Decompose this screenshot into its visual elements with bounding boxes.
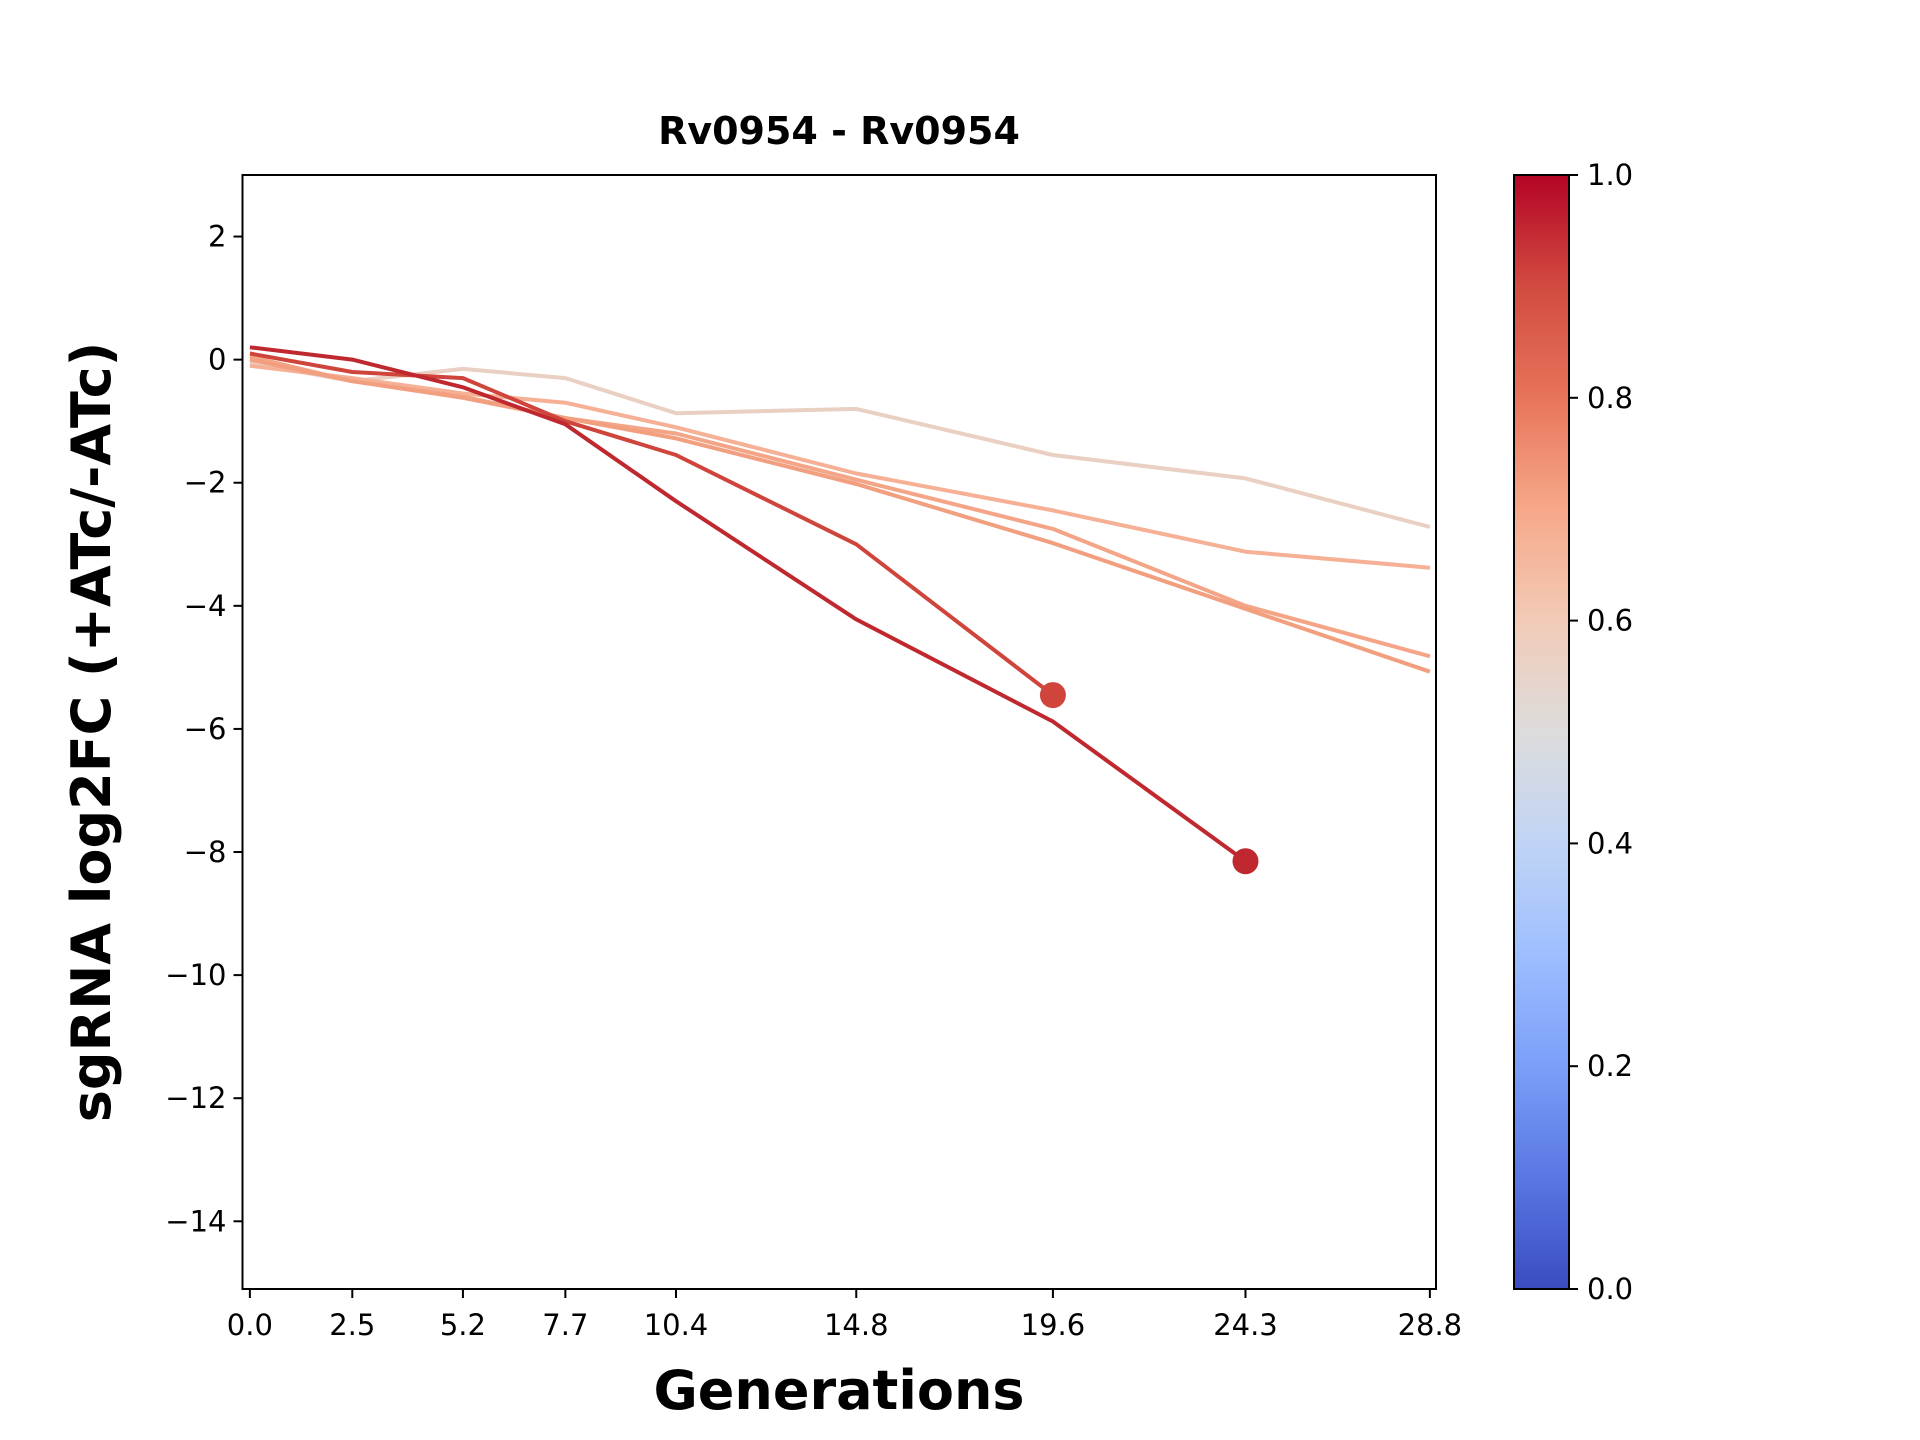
series-line-5 bbox=[249, 351, 1055, 697]
chart-title: Rv0954 - Rv0954 bbox=[658, 109, 1020, 153]
colorbar-tick-label: 0.4 bbox=[1587, 826, 1633, 860]
x-tick-label: 19.6 bbox=[1021, 1308, 1086, 1342]
x-axis-label: Generations bbox=[653, 1359, 1024, 1422]
x-tick-label: 24.3 bbox=[1213, 1308, 1278, 1342]
series-line-2 bbox=[249, 363, 1431, 570]
y-tick-label: −4 bbox=[184, 589, 227, 623]
x-tick-label: 28.8 bbox=[1398, 1308, 1463, 1342]
series-line-1 bbox=[249, 360, 1431, 529]
colorbar-tick-label: 0.6 bbox=[1587, 604, 1633, 638]
series-line-4 bbox=[249, 357, 1431, 674]
axes-frame bbox=[241, 174, 1437, 1290]
series-end-marker-5 bbox=[1039, 682, 1066, 709]
x-tick-label: 14.8 bbox=[824, 1308, 889, 1342]
x-tick-label: 5.2 bbox=[440, 1308, 486, 1342]
y-tick-label: −10 bbox=[165, 958, 226, 992]
colorbar-tick-label: 1.0 bbox=[1587, 158, 1633, 192]
y-axis-label: sgRNA log2FC (+ATc/-ATc) bbox=[60, 342, 123, 1123]
x-tick-label: 2.5 bbox=[329, 1308, 375, 1342]
x-tick-label: 0.0 bbox=[227, 1308, 273, 1342]
y-tick-label: −12 bbox=[165, 1081, 226, 1115]
x-tick-label: 10.4 bbox=[644, 1308, 709, 1342]
y-tick-label: −6 bbox=[184, 712, 227, 746]
x-axis: 0.0 2.5 5.2 7.7 10.4 14.8 19.6 24.3 28.8 bbox=[227, 1289, 1462, 1342]
y-tick-label: 2 bbox=[208, 220, 226, 254]
series-line-6 bbox=[249, 345, 1247, 863]
y-axis: 2 0 −2 −4 −6 −8 −10 −12 −14 bbox=[165, 220, 243, 1238]
series-end-marker-6 bbox=[1232, 848, 1259, 875]
colorbar: 0.0 0.2 0.4 0.6 0.8 1.0 bbox=[1513, 158, 1633, 1306]
y-tick-label: −2 bbox=[184, 466, 227, 500]
colorbar-tick-label: 0.2 bbox=[1587, 1049, 1633, 1083]
y-tick-label: 0 bbox=[208, 343, 226, 377]
plot-area bbox=[249, 345, 1431, 875]
y-tick-label: −8 bbox=[184, 835, 227, 869]
colorbar-tick-label: 0.0 bbox=[1587, 1272, 1633, 1306]
colorbar-tick-label: 0.8 bbox=[1587, 381, 1633, 415]
colorbar-gradient bbox=[1513, 174, 1570, 1290]
y-tick-label: −14 bbox=[165, 1204, 226, 1238]
x-tick-label: 7.7 bbox=[542, 1308, 588, 1342]
